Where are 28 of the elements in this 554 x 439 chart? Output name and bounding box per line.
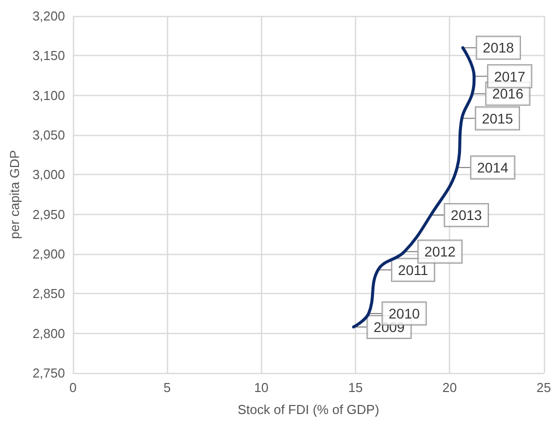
y-tick-label: 3,100 (32, 88, 65, 103)
annotation: 2014 (477, 160, 509, 176)
annotation: 2011 (398, 262, 428, 278)
x-axis-title: Stock of FDI (% of GDP) (238, 402, 380, 417)
y-tick-label: 2,850 (32, 286, 65, 302)
y-tick-label: 2,900 (32, 246, 65, 262)
y-axis-title: per capita GDP (7, 150, 22, 239)
annotation: 2010 (388, 306, 420, 322)
x-tick-label: 0 (69, 380, 77, 395)
y-tick-label: 3,150 (32, 48, 65, 64)
x-tick-label: 20 (442, 380, 457, 395)
x-tick-label: 25 (536, 380, 552, 395)
x-tick-label: 10 (254, 380, 269, 395)
y-tick-label: 2,750 (32, 366, 65, 380)
annotation: 2017 (494, 68, 526, 84)
y-tick-label: 3,000 (32, 167, 65, 182)
annotation: 2016 (492, 86, 524, 102)
y-tick-label: 2,950 (32, 206, 65, 222)
annotation: 2012 (424, 244, 456, 260)
x-tick-label: 5 (164, 380, 171, 395)
y-tick-label: 3,050 (32, 128, 65, 142)
x-tick-label: 15 (348, 380, 363, 395)
y-tick-label: 2,800 (32, 326, 65, 341)
y-tick-label: 3,200 (32, 8, 65, 24)
annotation: 2015 (482, 110, 514, 126)
annotation: 2018 (482, 40, 514, 56)
annotation: 2009 (374, 318, 405, 335)
annotation: 2013 (450, 207, 482, 224)
